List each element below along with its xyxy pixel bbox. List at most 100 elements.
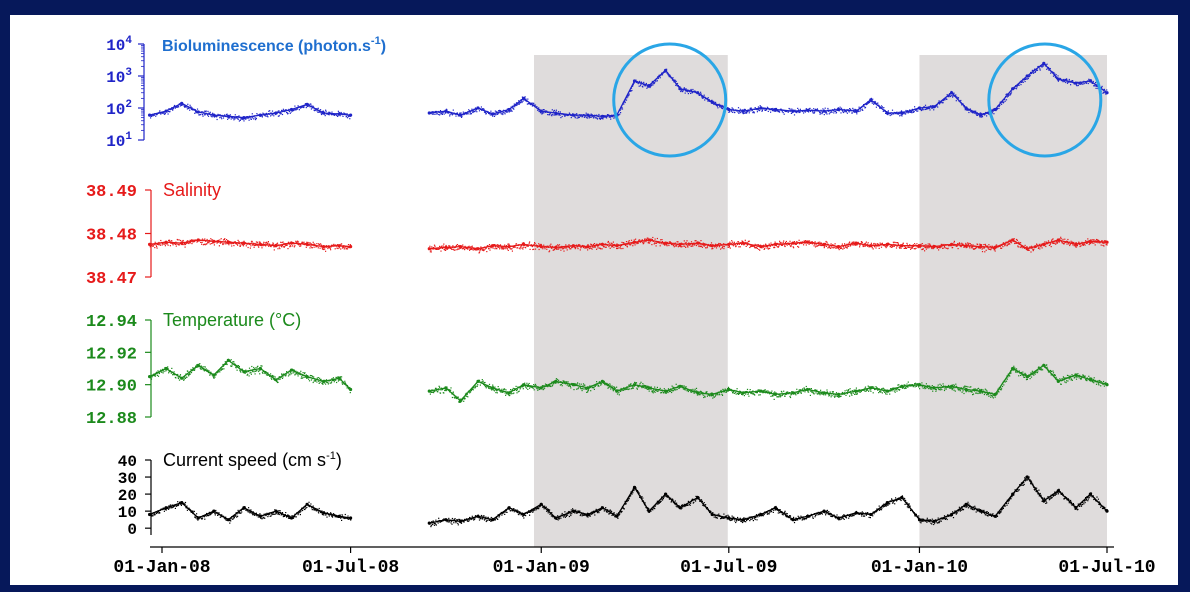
temperature-sample xyxy=(510,392,513,394)
salinity-sample xyxy=(845,246,847,248)
bioluminescence-sample xyxy=(192,109,194,111)
salinity-sample xyxy=(238,241,240,243)
bioluminescence-sample xyxy=(278,110,280,112)
salinity-sample xyxy=(638,241,640,243)
temperature-sample xyxy=(586,391,588,393)
salinity-sample xyxy=(297,241,300,243)
salinity-sample xyxy=(646,239,648,241)
salinity-sample xyxy=(476,249,478,251)
temperature-sample xyxy=(614,387,616,389)
salinity-sample xyxy=(316,243,318,245)
salinity-sample xyxy=(670,242,672,244)
bioluminescence-sample xyxy=(441,112,443,114)
salinity-sample xyxy=(760,246,762,248)
salinity-sample xyxy=(730,242,732,244)
salinity-sample xyxy=(502,246,504,248)
salinity-sample xyxy=(633,239,635,241)
temperature-sample xyxy=(487,384,489,387)
salinity-sample xyxy=(217,240,219,242)
temperature-sample xyxy=(490,388,492,390)
bioluminescence-sample xyxy=(862,109,864,111)
salinity-sample xyxy=(946,244,948,246)
bioluminescence-sample xyxy=(155,115,157,117)
salinity-sample xyxy=(982,247,984,249)
bioluminescence-sample xyxy=(548,111,550,113)
bioluminescence-sample xyxy=(197,110,199,112)
temperature-sample xyxy=(596,383,599,385)
salinity-sample xyxy=(167,244,169,246)
salinity-sample xyxy=(311,247,313,249)
salinity-sample xyxy=(906,242,908,244)
bioluminescence-sample xyxy=(974,112,976,114)
salinity-point xyxy=(710,244,714,248)
bioluminescence-sample xyxy=(314,109,317,111)
salinity-sample xyxy=(344,247,346,249)
bioluminescence-sample xyxy=(780,108,782,110)
bioluminescence-sample xyxy=(1095,87,1097,89)
bioluminescence-sample xyxy=(744,112,746,114)
temperature-sample xyxy=(319,381,321,383)
temperature-sample xyxy=(582,385,584,387)
temperature-sample xyxy=(640,381,642,383)
bioluminescence-sample xyxy=(913,110,915,112)
bioluminescence-sample xyxy=(606,115,608,118)
bioluminescence-sample xyxy=(613,115,615,117)
bioluminescence-sample xyxy=(518,103,520,105)
salinity-sample xyxy=(825,240,827,243)
temperature-sample xyxy=(243,370,245,372)
bioluminescence-sample xyxy=(693,90,695,92)
temperature-sample xyxy=(298,373,300,375)
salinity-sample xyxy=(1088,241,1090,243)
salinity-sample xyxy=(683,240,685,242)
salinity-sample xyxy=(484,246,486,248)
temperature-sample xyxy=(149,376,151,378)
salinity-sample xyxy=(222,239,225,241)
bioluminescence-sample xyxy=(635,79,637,81)
bioluminescence-sample xyxy=(500,111,502,113)
bioluminescence-sample xyxy=(941,101,943,103)
salinity-sample xyxy=(492,247,494,249)
salinity-sample xyxy=(905,247,908,249)
temperature-sample xyxy=(504,388,506,390)
salinity-sample xyxy=(542,248,544,250)
bioluminescence-sample xyxy=(835,111,838,113)
temperature-sample xyxy=(525,387,528,389)
temperature-sample xyxy=(554,380,556,382)
salinity-sample xyxy=(853,241,855,243)
temperature-sample xyxy=(313,376,315,378)
salinity-sample xyxy=(1096,240,1098,242)
bioluminescence-sample xyxy=(558,113,561,116)
bioluminescence-sample xyxy=(568,114,570,116)
bioluminescence-sample xyxy=(210,114,212,116)
bioluminescence-sample xyxy=(201,111,203,113)
salinity-sample xyxy=(296,241,298,243)
temperature-sample xyxy=(311,375,313,377)
salinity-sample xyxy=(542,246,544,248)
bioluminescence-sample xyxy=(759,105,761,107)
bioluminescence-sample xyxy=(473,108,475,110)
salinity-sample xyxy=(583,245,585,247)
salinity-sample xyxy=(783,243,785,245)
bioluminescence-sample xyxy=(488,113,491,115)
temperature-sample xyxy=(333,381,335,383)
salinity-sample xyxy=(757,244,759,246)
salinity-sample xyxy=(805,240,807,242)
bioluminescence-sample xyxy=(534,106,536,108)
temperature-sample xyxy=(156,373,158,375)
salinity-sample xyxy=(1062,238,1064,240)
salinity-sample xyxy=(338,245,340,247)
salinity-sample xyxy=(1007,243,1009,246)
bioluminescence-sample xyxy=(256,113,258,115)
salinity-sample xyxy=(169,245,171,247)
bioluminescence-sample xyxy=(898,111,900,113)
salinity-sample xyxy=(1085,240,1087,242)
salinity-sample xyxy=(742,242,744,244)
salinity-sample xyxy=(1001,244,1003,246)
salinity-sample xyxy=(972,244,974,246)
bioluminescence-sample xyxy=(585,112,587,114)
temperature-sample xyxy=(249,372,251,374)
bioluminescence-sample xyxy=(1048,68,1050,70)
salinity-sample xyxy=(511,250,513,252)
bioluminescence-sample xyxy=(1016,85,1018,87)
salinity-sample xyxy=(644,238,646,240)
